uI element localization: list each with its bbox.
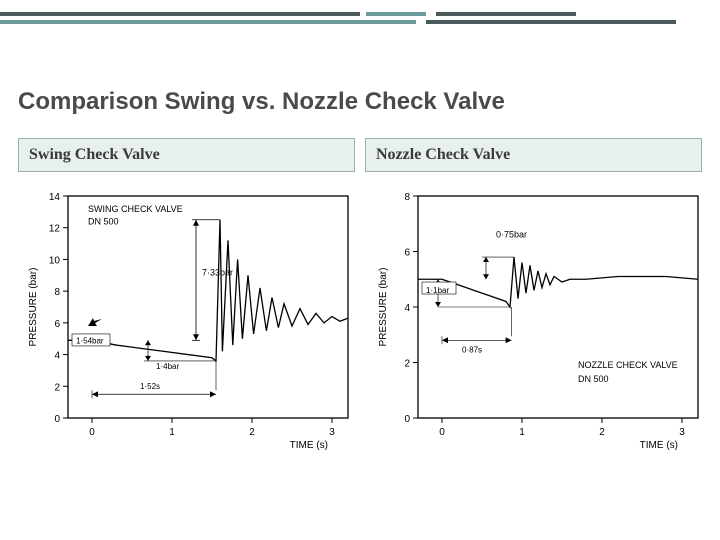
svg-text:1: 1 bbox=[169, 427, 175, 438]
svg-text:TIME (s): TIME (s) bbox=[640, 440, 678, 451]
svg-text:1: 1 bbox=[519, 427, 525, 438]
svg-text:2: 2 bbox=[404, 359, 410, 370]
svg-text:2: 2 bbox=[599, 427, 605, 438]
col-header-nozzle: Nozzle Check Valve bbox=[365, 138, 702, 172]
svg-text:TIME (s): TIME (s) bbox=[290, 440, 328, 451]
chart-nozzle: 0 2 4 6 8 0 1 2 3TIME (s) PRESSURE (bar) NOZZLE CH… bbox=[368, 186, 708, 456]
svg-text:0: 0 bbox=[439, 427, 445, 438]
chart-swing: 024681012140123TIME (s)PRESSURE (bar)SWI… bbox=[18, 186, 358, 456]
svg-text:PRESSURE (bar): PRESSURE (bar) bbox=[378, 268, 389, 347]
svg-text:1·54bar: 1·54bar bbox=[76, 336, 104, 345]
page-title: Comparison Swing vs. Nozzle Check Valve bbox=[18, 88, 720, 116]
svg-text:1·52s: 1·52s bbox=[140, 382, 160, 391]
col-header-swing: Swing Check Valve bbox=[18, 138, 355, 172]
svg-text:2: 2 bbox=[249, 427, 255, 438]
svg-text:0: 0 bbox=[54, 414, 60, 425]
svg-text:10: 10 bbox=[49, 255, 61, 266]
svg-text:4: 4 bbox=[54, 351, 60, 362]
svg-text:DN 500: DN 500 bbox=[88, 217, 119, 227]
svg-text:0·87s: 0·87s bbox=[462, 345, 482, 354]
svg-text:1·4bar: 1·4bar bbox=[156, 362, 179, 371]
svg-text:6: 6 bbox=[404, 248, 410, 259]
svg-text:NOZZLE CHECK VALVE: NOZZLE CHECK VALVE bbox=[578, 360, 678, 370]
svg-text:14: 14 bbox=[49, 192, 61, 203]
svg-text:0: 0 bbox=[89, 427, 95, 438]
svg-text:3: 3 bbox=[679, 427, 685, 438]
svg-text:0·75bar: 0·75bar bbox=[496, 230, 527, 240]
svg-text:7·33bar: 7·33bar bbox=[202, 267, 233, 277]
header-bars bbox=[0, 0, 720, 28]
svg-text:PRESSURE (bar): PRESSURE (bar) bbox=[28, 268, 39, 347]
svg-text:2: 2 bbox=[54, 382, 60, 393]
svg-text:1·1bar: 1·1bar bbox=[426, 286, 449, 295]
svg-text:8: 8 bbox=[54, 287, 60, 298]
svg-text:3: 3 bbox=[329, 427, 335, 438]
svg-text:SWING CHECK VALVE: SWING CHECK VALVE bbox=[88, 204, 183, 214]
svg-text:8: 8 bbox=[404, 192, 410, 203]
svg-text:6: 6 bbox=[54, 319, 60, 330]
charts-row: 024681012140123TIME (s)PRESSURE (bar)SWI… bbox=[18, 186, 702, 456]
column-headers: Swing Check Valve Nozzle Check Valve bbox=[18, 138, 702, 172]
svg-text:DN 500: DN 500 bbox=[578, 374, 609, 384]
svg-text:4: 4 bbox=[404, 303, 410, 314]
svg-text:0: 0 bbox=[404, 414, 410, 425]
svg-text:12: 12 bbox=[49, 224, 61, 235]
